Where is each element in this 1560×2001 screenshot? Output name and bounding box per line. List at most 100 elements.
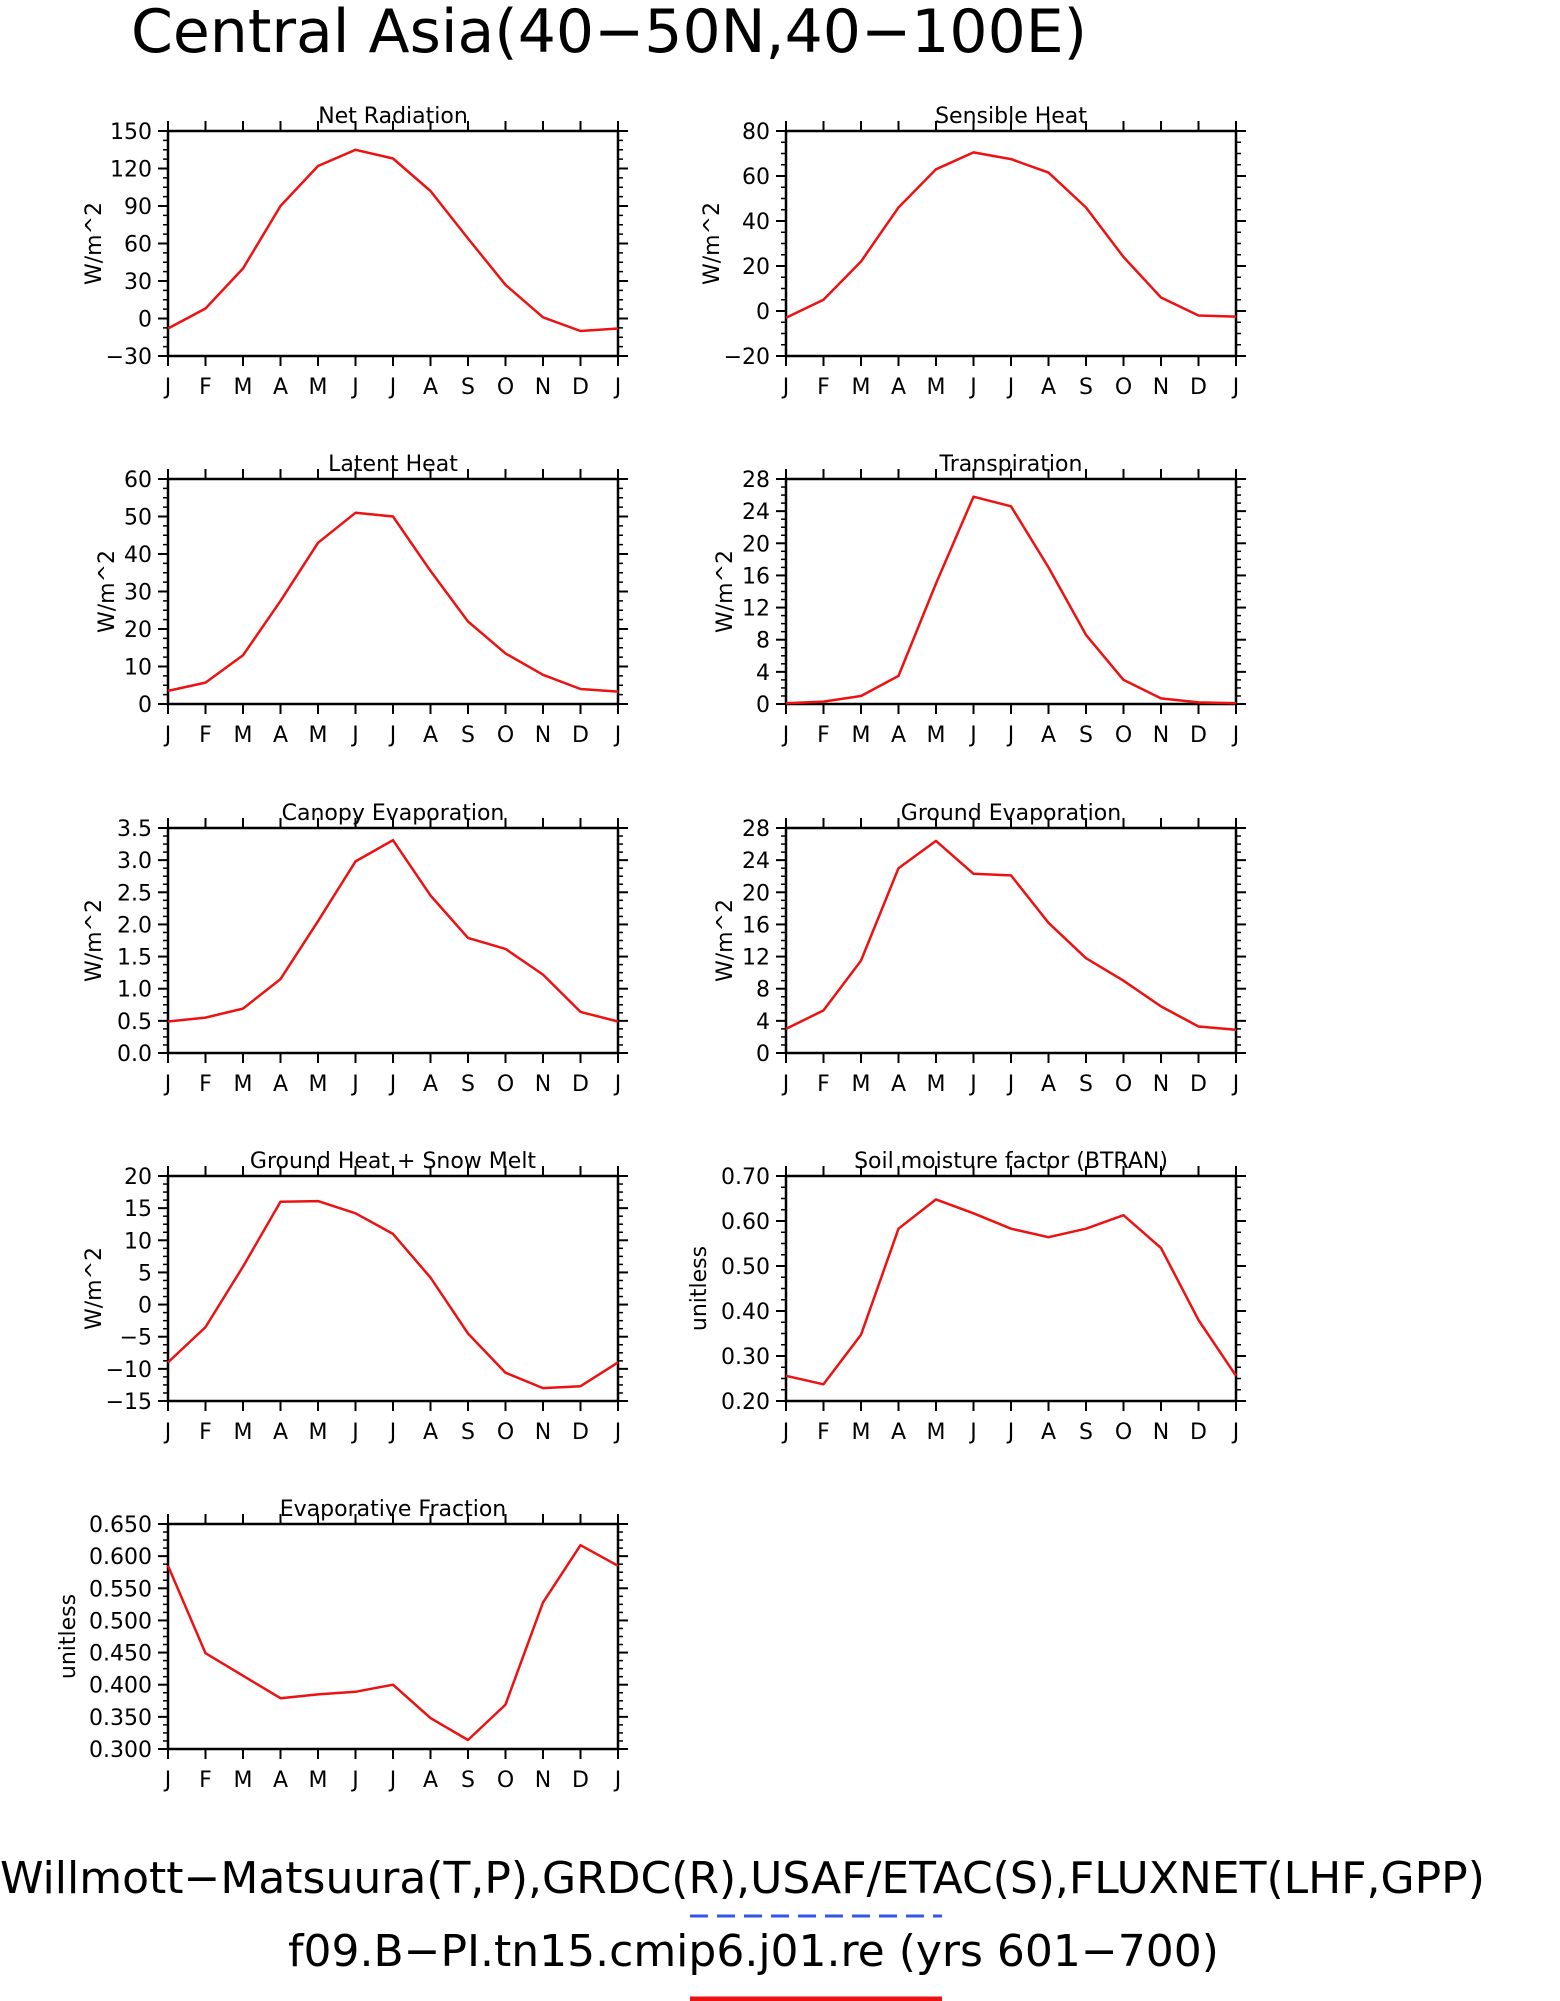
x-tick-label: J <box>1231 1072 1240 1097</box>
x-tick-label: M <box>852 1072 871 1097</box>
y-tick-label: 60 <box>124 233 152 258</box>
x-tick-label: J <box>163 1768 172 1793</box>
y-tick-label: −5 <box>120 1326 152 1351</box>
x-tick-label: A <box>273 1420 288 1445</box>
x-tick-label: N <box>535 1420 551 1445</box>
y-axis-label: unitless <box>56 1594 81 1679</box>
y-axis-label: W/m^2 <box>713 550 738 633</box>
y-axis-label: unitless <box>687 1246 712 1331</box>
x-tick-label: F <box>199 375 212 400</box>
y-tick-label: 0 <box>138 308 152 333</box>
x-tick-label: N <box>1153 1420 1169 1445</box>
x-tick-label: J <box>163 1072 172 1097</box>
y-tick-label: −30 <box>106 345 152 370</box>
x-tick-label: J <box>1006 1072 1015 1097</box>
x-tick-label: N <box>535 723 551 748</box>
x-tick-label: O <box>1115 1072 1132 1097</box>
x-tick-label: D <box>1190 1072 1207 1097</box>
y-tick-label: 80 <box>742 120 770 145</box>
y-tick-label: 2.0 <box>117 913 152 938</box>
x-tick-label: J <box>350 723 359 748</box>
y-tick-label: 0.0 <box>117 1042 152 1067</box>
series-line <box>785 495 1237 705</box>
x-tick-label: O <box>497 375 514 400</box>
x-tick-label: J <box>613 1420 622 1445</box>
x-tick-label: M <box>852 1420 871 1445</box>
series-line <box>167 148 619 333</box>
y-tick-label: 20 <box>742 532 770 557</box>
y-tick-label: 8 <box>756 629 770 654</box>
x-tick-label: A <box>273 1072 288 1097</box>
y-tick-label: −15 <box>106 1390 152 1415</box>
y-tick-label: 0.40 <box>721 1300 770 1325</box>
y-axis-label: W/m^2 <box>95 550 120 633</box>
x-tick-label: D <box>1190 723 1207 748</box>
x-tick-label: S <box>1079 1072 1093 1097</box>
plot-frame <box>784 477 1238 706</box>
y-tick-label: 5 <box>138 1261 152 1286</box>
x-tick-label: J <box>350 1768 359 1793</box>
x-tick-label: O <box>1115 375 1132 400</box>
footer-line2: f09.B−PI.tn15.cmip6.j01.re (yrs 601−700) <box>288 1926 1219 1977</box>
x-tick-label: A <box>891 1420 906 1445</box>
y-tick-label: 28 <box>742 468 770 493</box>
y-tick-label: 20 <box>742 881 770 906</box>
plot-frame <box>166 477 620 706</box>
footer-line1: Willmott−Matsuura(T,P),GRDC(R),USAF/ETAC… <box>0 1853 1485 1904</box>
x-tick-label: J <box>163 1420 172 1445</box>
x-tick-label: A <box>1041 375 1056 400</box>
series-line <box>167 1199 619 1390</box>
x-tick-label: M <box>234 375 253 400</box>
x-tick-label: J <box>350 375 359 400</box>
series-line <box>167 511 619 693</box>
x-tick-label: J <box>781 1072 790 1097</box>
series-line <box>166 1543 619 1742</box>
y-tick-label: 90 <box>124 195 152 220</box>
y-tick-label: 2.5 <box>117 881 152 906</box>
y-tick-label: 1.0 <box>117 978 152 1003</box>
y-axis-label: W/m^2 <box>700 202 725 285</box>
y-tick-label: 10 <box>124 1229 152 1254</box>
x-tick-label: M <box>927 375 946 400</box>
x-tick-label: A <box>1041 1420 1056 1445</box>
x-tick-label: S <box>1079 375 1093 400</box>
x-tick-label: J <box>613 375 622 400</box>
y-tick-label: 0.5 <box>117 1010 152 1035</box>
plot-frame <box>166 1522 620 1751</box>
x-tick-label: J <box>1231 1420 1240 1445</box>
x-tick-label: M <box>234 1768 253 1793</box>
y-tick-label: 60 <box>124 468 152 493</box>
y-tick-label: 12 <box>742 946 770 971</box>
x-tick-label: D <box>572 1420 589 1445</box>
x-tick-label: A <box>423 1768 438 1793</box>
y-tick-label: 24 <box>742 849 770 874</box>
y-axis-label: W/m^2 <box>82 202 107 285</box>
y-tick-label: 8 <box>756 978 770 1003</box>
x-tick-label: J <box>781 375 790 400</box>
y-tick-label: 20 <box>124 1165 152 1190</box>
x-tick-label: A <box>423 375 438 400</box>
x-tick-label: A <box>1041 1072 1056 1097</box>
x-tick-label: M <box>852 723 871 748</box>
x-tick-label: M <box>309 375 328 400</box>
series-line <box>167 838 619 1023</box>
x-tick-label: N <box>535 1072 551 1097</box>
x-tick-label: A <box>1041 723 1056 748</box>
plot-frame <box>166 826 620 1055</box>
x-tick-label: J <box>163 723 172 748</box>
x-tick-label: M <box>927 1420 946 1445</box>
x-tick-label: F <box>199 1420 212 1445</box>
x-tick-label: A <box>273 375 288 400</box>
x-tick-label: J <box>968 723 977 748</box>
y-tick-label: 0.70 <box>721 1165 770 1190</box>
plot-frame <box>166 129 620 358</box>
y-tick-label: 0.50 <box>721 1255 770 1280</box>
x-tick-label: S <box>461 1420 475 1445</box>
y-tick-label: 0 <box>138 1294 152 1319</box>
x-tick-label: M <box>234 723 253 748</box>
